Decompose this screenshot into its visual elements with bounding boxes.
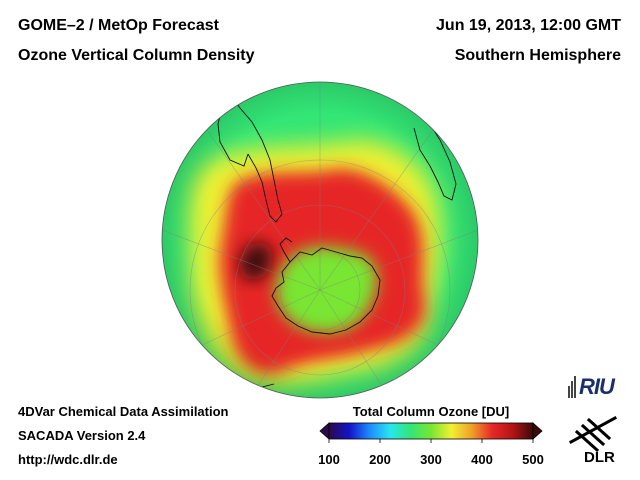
forecast-datetime: Jun 19, 2013, 12:00 GMT xyxy=(436,17,621,34)
colorbar-tick-label: 100 xyxy=(318,452,340,467)
antarctic-peninsula-coastline xyxy=(279,237,293,263)
riu-logo-text: RIU xyxy=(579,374,615,399)
hemisphere-label: Southern Hemisphere xyxy=(454,47,621,64)
colorbar-tick-label: 300 xyxy=(420,452,442,467)
footer-version: SACADA Version 2.4 xyxy=(18,428,146,443)
title-instrument: GOME–2 / MetOp Forecast xyxy=(18,17,219,34)
colorbar-tick-label: 400 xyxy=(471,452,493,467)
graticule xyxy=(162,82,478,398)
antarctica-coastline xyxy=(271,247,381,335)
africa-coastline xyxy=(409,95,457,201)
dlr-emblem-icon xyxy=(568,415,618,453)
colorbar-tick-label: 200 xyxy=(369,452,391,467)
dlr-logo-text: DLR xyxy=(584,449,615,466)
colorbar-low-arrow xyxy=(319,422,330,440)
globe-outline xyxy=(161,81,479,399)
riu-bars-icon xyxy=(568,376,576,398)
colorbar-high-arrow xyxy=(532,422,543,440)
south-america-coastline xyxy=(227,91,283,223)
title-product: Ozone Vertical Column Density xyxy=(18,47,255,64)
footer-url[interactable]: http://wdc.dlr.de xyxy=(18,452,118,467)
colorbar-scale xyxy=(328,422,534,440)
dlr-logo: DLR xyxy=(563,412,623,472)
colorbar-title: Total Column Ozone [DU] xyxy=(352,404,510,419)
colorbar-tick-label: 500 xyxy=(522,452,544,467)
footer-method: 4DVar Chemical Data Assimilation xyxy=(18,404,229,419)
riu-logo: RIU xyxy=(567,374,627,402)
